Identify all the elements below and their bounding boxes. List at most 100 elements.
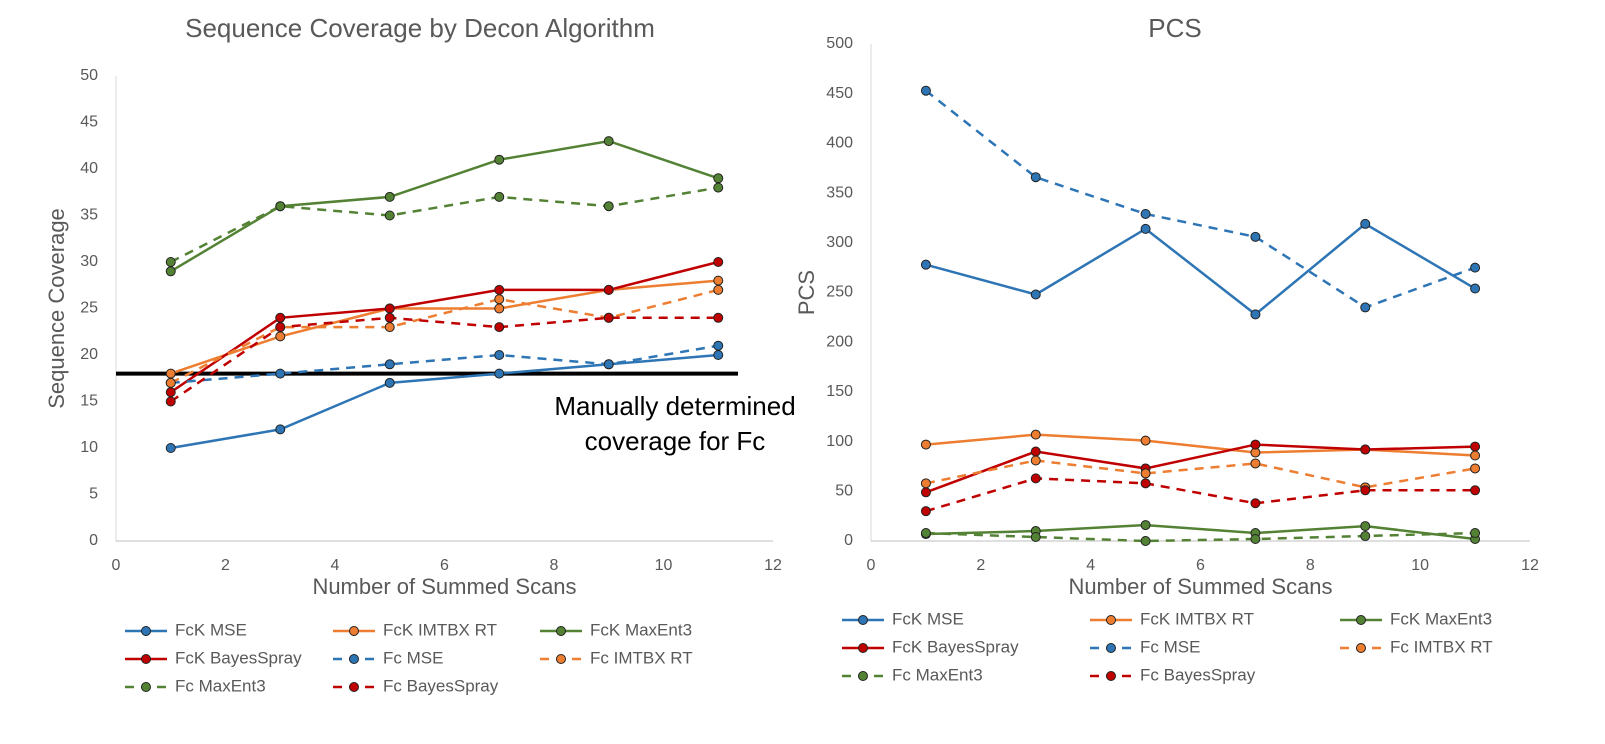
legend-marker xyxy=(858,615,868,625)
data-point xyxy=(384,303,395,314)
x-tick-label: 12 xyxy=(1521,557,1539,574)
series-line xyxy=(925,443,1476,494)
data-point xyxy=(165,443,176,453)
data-point xyxy=(494,322,505,333)
legend-label: Fc BayesSpray xyxy=(1140,665,1256,684)
legend-marker xyxy=(141,654,151,664)
legend-label: Fc IMTBX RT xyxy=(1390,637,1493,656)
x-tick-label: 10 xyxy=(1411,557,1429,574)
legend-label: FcK MaxEnt3 xyxy=(1390,609,1492,628)
legend-marker xyxy=(1356,643,1366,653)
legend-entry: FcK IMTBX RT xyxy=(1090,609,1254,628)
y-tick-label: 400 xyxy=(826,135,853,152)
legend-marker xyxy=(1106,643,1116,653)
legend-label: FcK MSE xyxy=(175,620,247,639)
series-line xyxy=(925,531,1476,543)
data-point xyxy=(1140,435,1151,446)
y-tick-label: 10 xyxy=(80,439,98,456)
data-point xyxy=(1140,223,1151,234)
series-line xyxy=(925,222,1476,316)
y-tick-label: 500 xyxy=(826,35,853,52)
legend-label: FcK IMTBX RT xyxy=(383,620,497,639)
series-line xyxy=(170,344,719,385)
y-tick-label: 350 xyxy=(826,184,853,201)
data-point xyxy=(494,303,505,314)
legend-entry: FcK IMTBX RT xyxy=(333,620,497,639)
legend-label: Fc IMTBX RT xyxy=(590,648,693,667)
y-tick-label: 35 xyxy=(80,207,98,224)
series-line xyxy=(925,89,1476,309)
data-point xyxy=(1470,463,1481,474)
y-tick-label: 30 xyxy=(80,253,98,270)
legend-marker xyxy=(858,643,868,653)
chart-title: PCS xyxy=(1148,13,1201,43)
legend-entry: Fc BayesSpray xyxy=(1090,665,1256,684)
series-line xyxy=(170,186,719,264)
data-point xyxy=(1470,450,1481,461)
legend-entry: FcK MaxEnt3 xyxy=(540,620,692,639)
data-point xyxy=(713,312,724,323)
legend-entry: Fc MaxEnt3 xyxy=(842,665,983,684)
data-point xyxy=(603,201,614,212)
y-tick-label: 50 xyxy=(80,67,98,84)
legend-label: FcK MaxEnt3 xyxy=(590,620,692,639)
data-point xyxy=(1360,485,1371,496)
series-line xyxy=(925,433,1476,457)
legend-entry: Fc MaxEnt3 xyxy=(125,676,266,695)
data-point xyxy=(1360,218,1371,229)
legend-marker xyxy=(349,654,359,664)
data-point xyxy=(1250,231,1261,242)
series-line xyxy=(170,353,719,450)
legend-entry: FcK MaxEnt3 xyxy=(1340,609,1492,628)
data-point xyxy=(713,182,724,193)
legend-marker xyxy=(556,626,566,636)
legend-label: Fc MaxEnt3 xyxy=(175,676,266,695)
data-point xyxy=(920,259,931,270)
data-point xyxy=(1140,536,1151,546)
y-tick-label: 150 xyxy=(826,383,853,400)
data-point xyxy=(384,359,395,370)
x-tick-label: 0 xyxy=(112,557,121,574)
data-point xyxy=(713,275,724,286)
legend-label: FcK IMTBX RT xyxy=(1140,609,1254,628)
series-line xyxy=(925,523,1476,541)
data-point xyxy=(603,359,614,370)
data-point xyxy=(384,312,395,323)
x-tick-label: 8 xyxy=(1306,557,1315,574)
data-point xyxy=(1250,309,1261,320)
data-point xyxy=(1030,473,1041,484)
data-point xyxy=(1470,485,1481,496)
y-axis-label: Sequence Coverage xyxy=(44,208,69,409)
data-point xyxy=(1470,262,1481,273)
data-point xyxy=(920,528,931,539)
legend-label: Fc MSE xyxy=(383,648,443,667)
data-point xyxy=(494,368,505,379)
y-tick-label: 100 xyxy=(826,433,853,450)
data-point xyxy=(494,191,505,202)
x-axis-label: Number of Summed Scans xyxy=(312,574,576,599)
data-point xyxy=(713,284,724,295)
data-point xyxy=(275,424,286,435)
y-tick-label: 50 xyxy=(835,483,853,500)
data-point xyxy=(920,487,931,498)
data-point xyxy=(920,439,931,450)
data-point xyxy=(1250,439,1261,450)
series-line xyxy=(925,477,1476,513)
series-line xyxy=(170,316,719,403)
x-tick-label: 2 xyxy=(976,557,985,574)
data-point xyxy=(603,136,614,147)
data-point xyxy=(165,377,176,388)
y-tick-label: 450 xyxy=(826,85,853,102)
legend-label: Fc BayesSpray xyxy=(383,676,499,695)
x-tick-label: 6 xyxy=(1196,557,1205,574)
legend-label: FcK BayesSpray xyxy=(175,648,302,667)
data-point xyxy=(165,396,176,407)
legend-entry: FcK MSE xyxy=(842,609,964,628)
legend-entry: Fc MSE xyxy=(1090,637,1200,656)
data-point xyxy=(1030,289,1041,300)
legend-entry: Fc BayesSpray xyxy=(333,676,499,695)
data-point xyxy=(1250,458,1261,469)
data-point xyxy=(165,266,176,277)
chart-title: Sequence Coverage by Decon Algorithm xyxy=(185,13,655,43)
